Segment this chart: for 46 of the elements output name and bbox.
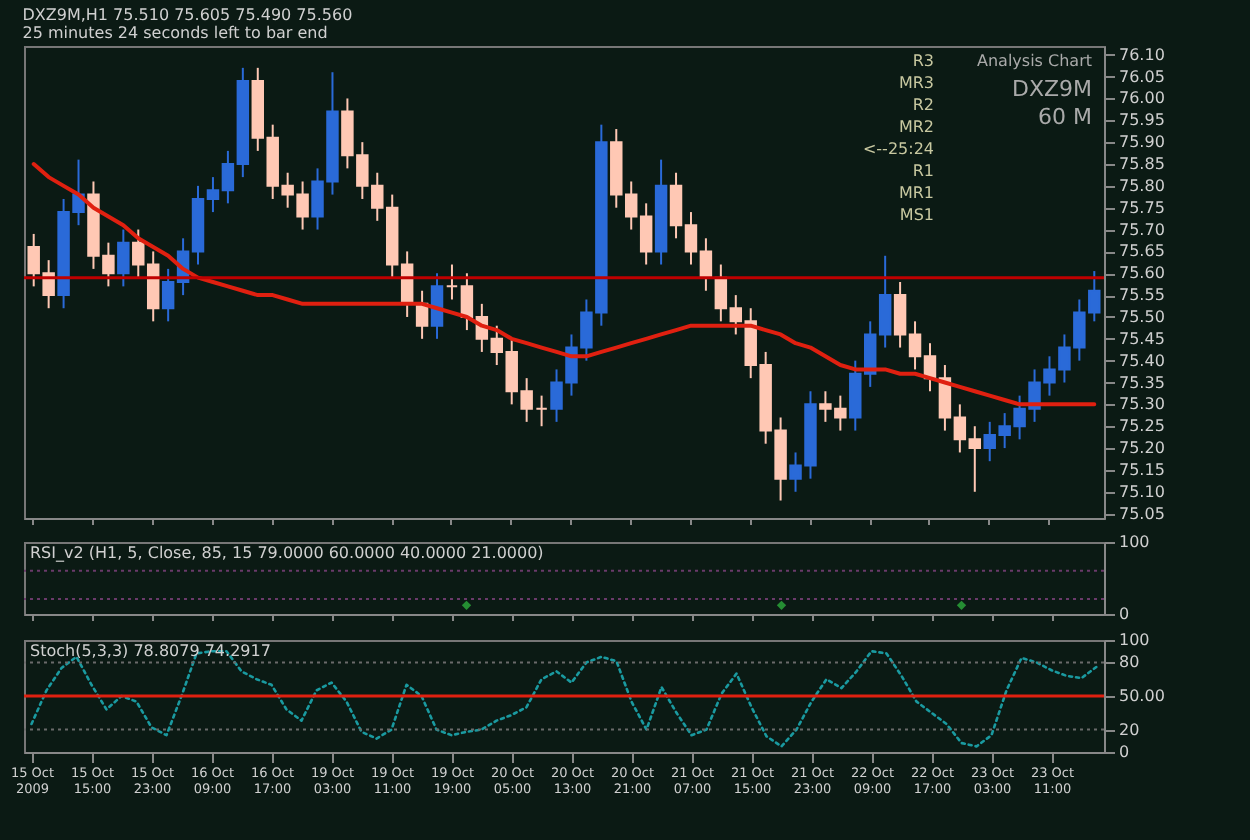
candlestick [445,263,459,301]
y-tick-label: 75.05 [1119,504,1165,523]
y-tick-label: 50.00 [1119,687,1165,705]
y-tick-label: 76.00 [1119,89,1165,108]
y-tick-label: 75.30 [1119,395,1165,414]
y-tick-label: 75.75 [1119,198,1165,217]
y-tick-label: 75.85 [1119,155,1165,173]
y-tick-label: 75.25 [1119,417,1165,436]
y-tick-label: 75.65 [1119,242,1165,261]
y-tick-label: 75.45 [1119,329,1165,348]
chart-title: DXZ9M,H1 75.510 75.605 75.490 75.560 [22,6,353,24]
annotation: R3 [912,52,934,70]
y-tick-label: 75.35 [1119,373,1165,392]
y-tick-label: 75.80 [1119,176,1165,195]
chart-title: Stoch(5,3,3) 78.8079 74.2917 [30,642,271,660]
chart-title: RSI_v2 (H1, 5, Close, 85, 15 79.0000 60.0000 40.0000 21.0000) [30,544,544,562]
y-tick-label: 76.10 [1119,45,1165,64]
y-tick-label: 20 [1119,720,1140,739]
annotation: 60 M [1038,104,1092,130]
y-tick-label: 75.15 [1119,460,1165,479]
chart-subtitle: 25 minutes 24 seconds left to bar end [22,24,328,42]
y-tick-label: 75.20 [1119,439,1165,458]
y-tick-label: 75.40 [1119,351,1165,370]
y-tick-label: 100 [1119,631,1150,649]
y-tick-label: 80 [1119,653,1140,672]
annotation: MS1 [899,206,934,224]
y-tick-label: 75.90 [1119,133,1165,152]
annotation: MR3 [898,74,934,92]
y-tick-label: 100 [1119,533,1150,551]
annotation: <--25:24 [862,140,934,158]
annotation: R2 [912,96,934,114]
annotation: R1 [912,162,934,180]
y-tick-label: 0 [1119,605,1130,623]
y-tick-label: 75.55 [1119,286,1165,305]
annotation: MR2 [898,118,934,136]
annotation: Analysis Chart [977,52,1092,70]
annotation: DXZ9M [1011,76,1092,102]
y-tick-label: 75.10 [1119,482,1165,501]
y-tick-label: 75.70 [1119,220,1165,239]
y-tick-label: 76.05 [1119,67,1165,86]
y-tick-label: 75.95 [1119,111,1165,130]
annotation: MR1 [898,184,934,202]
y-tick-label: 0 [1119,743,1130,761]
candlestick [117,228,130,288]
y-tick-label: 75.50 [1119,307,1165,326]
y-tick-label: 75.60 [1119,264,1165,283]
